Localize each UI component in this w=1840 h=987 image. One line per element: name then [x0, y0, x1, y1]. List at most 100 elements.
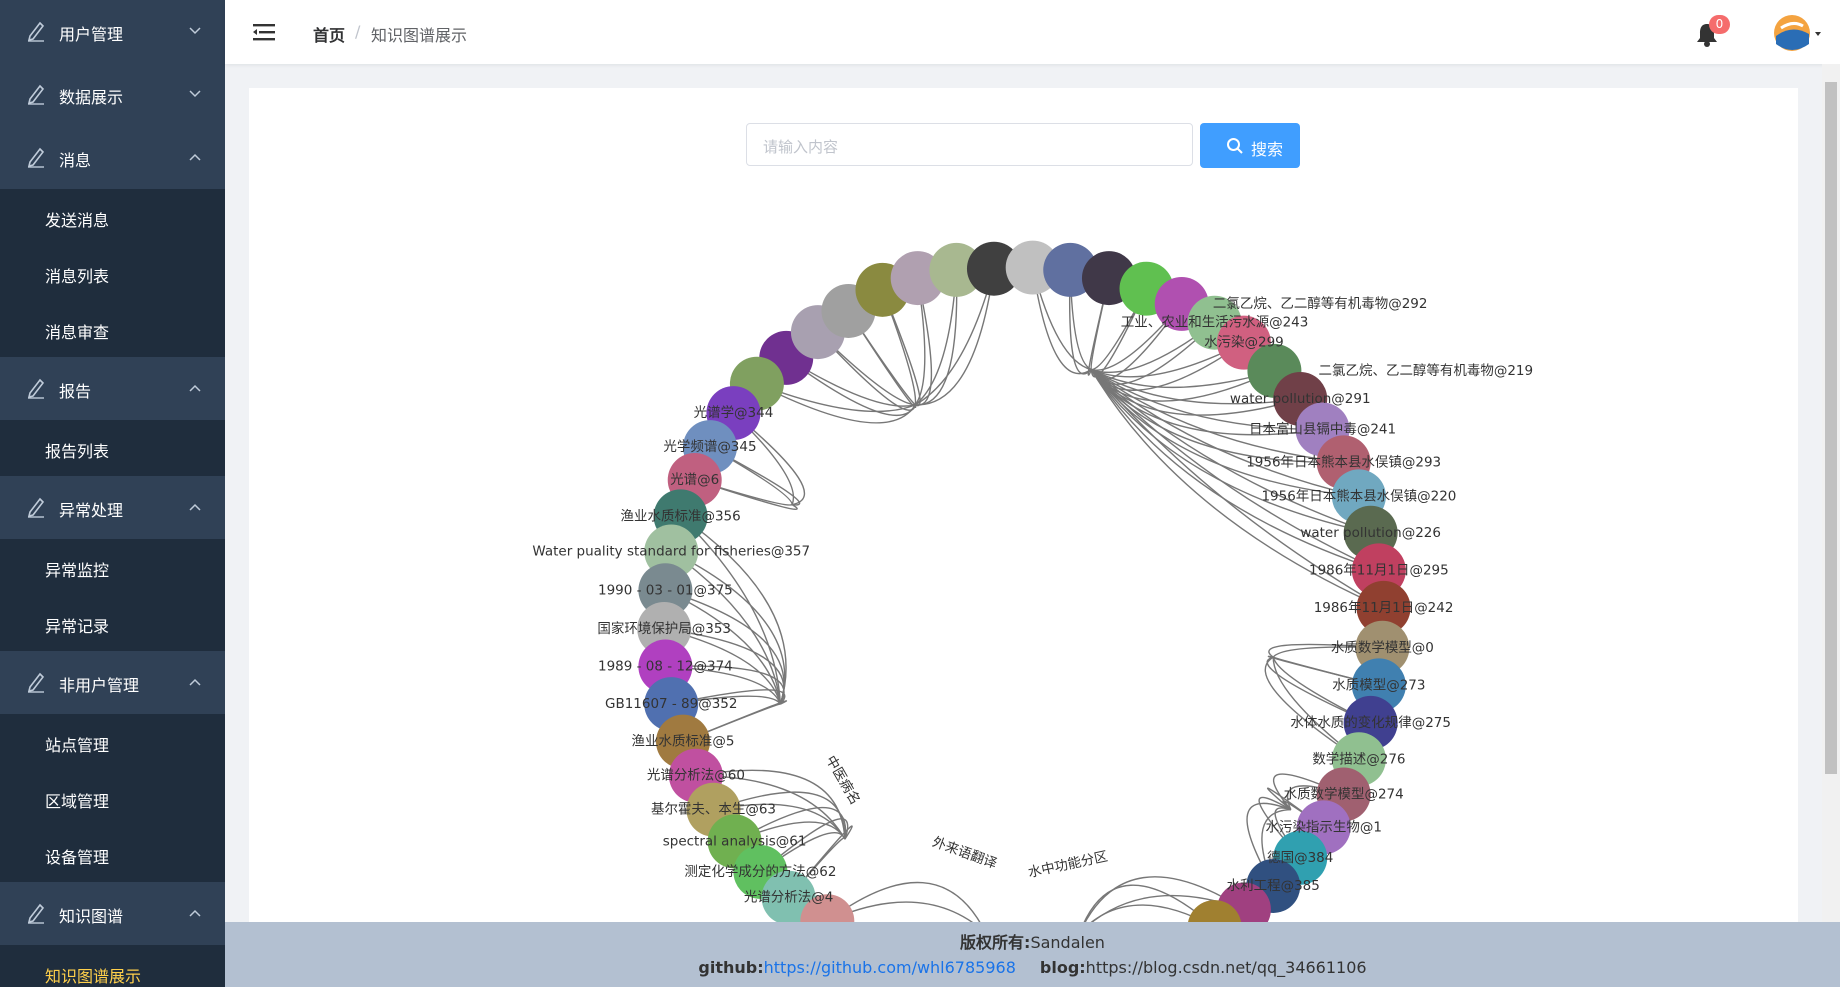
node-label: 水质数学模型@0: [1331, 640, 1434, 656]
menu-label: 用户管理: [59, 25, 124, 44]
graph-edge: [733, 806, 847, 843]
menu-item[interactable]: 异常处理: [0, 476, 225, 539]
submenu-item[interactable]: 知识图谱展示: [0, 945, 225, 987]
menu-item[interactable]: 知识图谱: [0, 882, 225, 945]
submenu-item[interactable]: 设备管理: [0, 826, 225, 882]
graph-node: [638, 563, 693, 618]
submenu-item[interactable]: 异常记录: [0, 595, 225, 651]
graph-edge: [847, 309, 917, 408]
search-placeholder: 请输入内容: [763, 138, 839, 156]
node-label: 光谱分析法@4: [744, 890, 834, 906]
submenu-label: 知识图谱展示: [45, 967, 142, 986]
submenu-item[interactable]: 站点管理: [0, 714, 225, 770]
node-label: 日本富山县镉中毒@241: [1249, 421, 1396, 438]
node-label: 1986年11月1日@295: [1309, 562, 1449, 578]
node-label: water pollution@226: [1300, 525, 1441, 541]
content-card: [249, 88, 1798, 987]
submenu-item[interactable]: 异常监控: [0, 539, 225, 595]
graph-edge: [787, 825, 853, 899]
menu-item[interactable]: 数据展示: [0, 63, 225, 126]
submenu-label: 站点管理: [45, 736, 110, 755]
node-label: 1956年日本熊本县水俣镇@293: [1246, 454, 1441, 470]
graph-edge: [693, 477, 798, 510]
graph-edge: [663, 660, 785, 705]
github-label: github:: [698, 958, 764, 977]
menu-chevron: [189, 384, 201, 392]
menu-item[interactable]: 非用户管理: [0, 651, 225, 714]
menu-item[interactable]: 消息: [0, 126, 225, 189]
menu-icon: [27, 378, 45, 399]
graph-edge: [669, 689, 786, 708]
menu-label: 数据展示: [59, 88, 124, 107]
node-label: 渔业水质标准@5: [631, 734, 734, 750]
submenu-label: 报告列表: [45, 442, 110, 461]
copyright-owner: Sandalen: [1030, 933, 1105, 952]
breadcrumb-home[interactable]: 首页: [313, 26, 346, 45]
notification-badge: 0: [1709, 15, 1730, 34]
graph-edge: [1078, 884, 1216, 934]
submenu-label: 消息审查: [45, 323, 110, 342]
graph-edge: [681, 700, 787, 744]
menu-icon: [27, 84, 45, 105]
node-label: 水利工程@385: [1227, 878, 1320, 894]
scrollbar-thumb[interactable]: [1825, 82, 1837, 774]
graph-edge: [1090, 369, 1381, 572]
graph-edge: [1090, 369, 1373, 537]
menu-item[interactable]: 报告: [0, 357, 225, 420]
graph-node: [1356, 580, 1411, 635]
node-label: 1989 - 08 - 12@374: [598, 659, 733, 675]
graph-edge: [1090, 369, 1385, 609]
github-link[interactable]: https://github.com/whl6785968: [763, 958, 1016, 977]
graph-edge: [670, 550, 782, 705]
submenu-item[interactable]: 消息审查: [0, 301, 225, 357]
search-input[interactable]: 请输入内容: [746, 123, 1193, 166]
submenu-item[interactable]: 消息列表: [0, 245, 225, 301]
node-label: 光学频谱@345: [663, 439, 756, 455]
hamburger[interactable]: [253, 22, 277, 42]
graph-edge: [712, 791, 846, 840]
graph-edge: [1090, 369, 1381, 573]
graph-edge: [1090, 369, 1385, 610]
node-label: 光谱学@344: [694, 405, 774, 421]
menu-label: 异常处理: [59, 501, 124, 520]
graph-edge: [1090, 369, 1324, 436]
footer: 版权所有:Sandalen github:https://github.com/…: [225, 922, 1840, 987]
node-label: Water puality standard for fisheries@357: [532, 544, 810, 560]
node-label: 国家环境保护局@353: [597, 620, 731, 637]
node-label: 水体水质的变化规律@275: [1290, 715, 1451, 731]
edge-label: 二氯乙烷、乙二醇等有机毒物@219: [1319, 362, 1534, 379]
menu-icon: [27, 147, 45, 168]
graph-edge: [1268, 641, 1384, 658]
menu-label: 知识图谱: [59, 907, 124, 926]
edge-label: 二氯乙烷、乙二醇等有机毒物@292: [1213, 295, 1428, 312]
submenu-item[interactable]: 发送消息: [0, 189, 225, 245]
graph-node: [966, 241, 1021, 296]
submenu-label: 区域管理: [45, 792, 110, 811]
menu-chevron: [189, 678, 201, 686]
submenu-item[interactable]: 报告列表: [0, 420, 225, 476]
menu-chevron: [189, 503, 201, 511]
node-label: 工业、农业和生活污水源@243: [1121, 315, 1309, 331]
submenu-item[interactable]: 区域管理: [0, 770, 225, 826]
menu-icon: [27, 903, 45, 924]
header: 首页 / 知识图谱展示 0: [225, 0, 1840, 64]
node-label: 测定化学成分的方法@62: [684, 864, 836, 880]
avatar[interactable]: [1773, 14, 1823, 54]
submenu-label: 异常记录: [45, 617, 110, 636]
node-label: 1986年11月1日@242: [1314, 600, 1454, 616]
breadcrumb-current: 知识图谱展示: [371, 26, 468, 45]
node-label: 水质数学模型@274: [1284, 786, 1404, 802]
node-label: 1990 - 03 - 01@375: [598, 582, 733, 598]
submenu-label: 异常监控: [45, 561, 110, 580]
node-label: 数学描述@276: [1312, 751, 1405, 767]
sidebar: 用户管理数据展示消息 发送消息 消息列表消息审查报告报告列表异常处理异常监控异常记录…: [0, 0, 225, 987]
node-label: 水污染@299: [1204, 335, 1284, 351]
graph-edge: [1090, 369, 1302, 406]
search-button[interactable]: 搜索: [1200, 123, 1300, 168]
graph-edge: [755, 383, 916, 424]
graph-node: [929, 242, 984, 297]
submenu-label: 设备管理: [45, 848, 110, 867]
node-label: GB11607 - 89@352: [605, 696, 737, 712]
menu-item[interactable]: 用户管理: [0, 0, 225, 63]
node-label: water pollution@291: [1230, 391, 1371, 407]
